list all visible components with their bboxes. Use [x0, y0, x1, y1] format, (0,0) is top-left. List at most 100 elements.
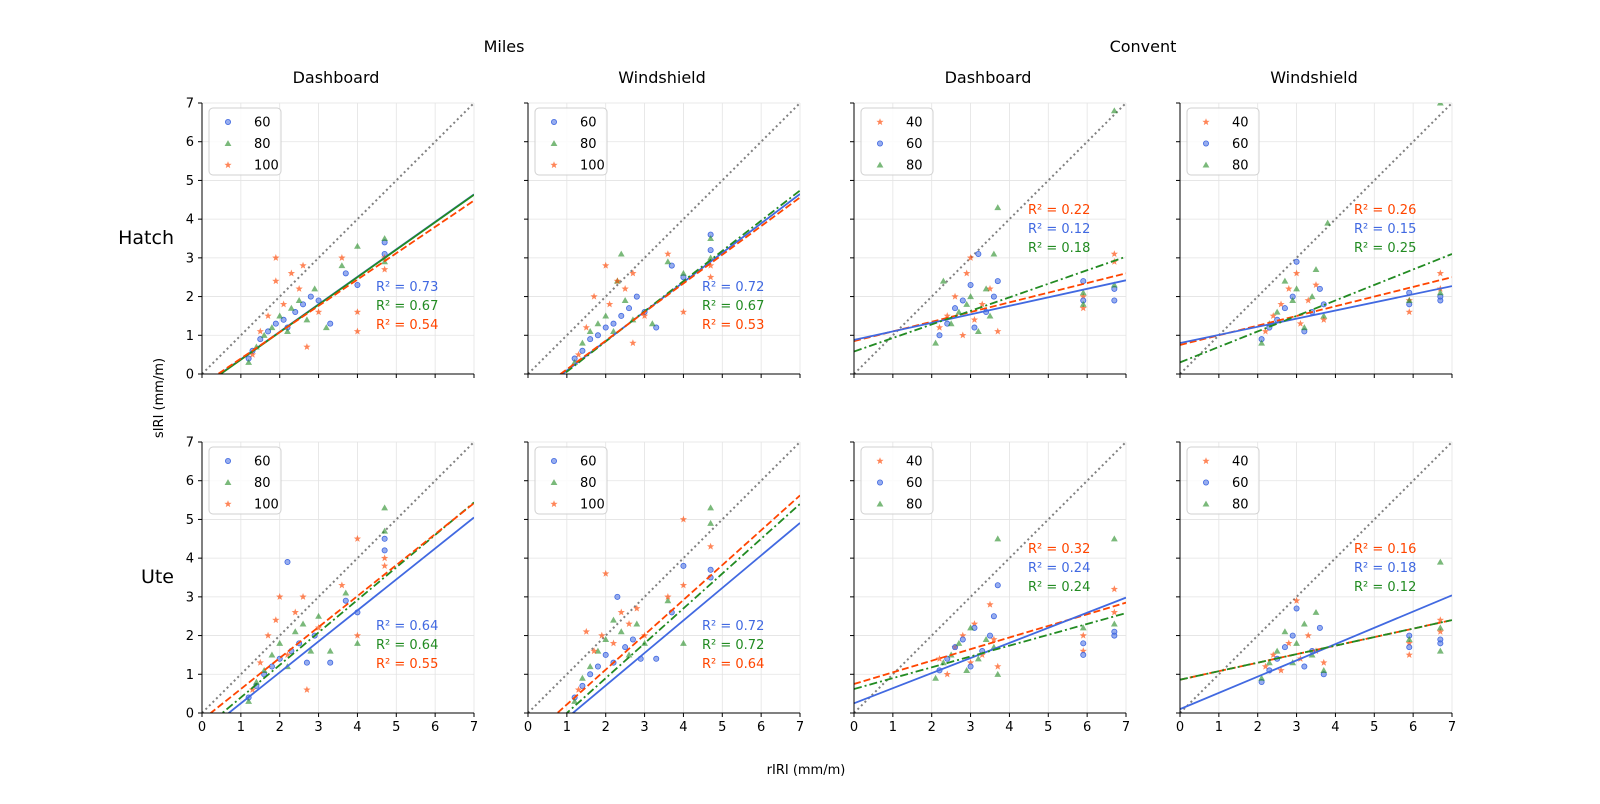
identity-line: [1180, 103, 1452, 374]
data-point-40: [966, 658, 975, 666]
data-point-80: [617, 250, 625, 257]
r2-label-100: R² = 0.53: [702, 318, 764, 333]
legend-label-80: 80: [1232, 498, 1249, 513]
x-tick-label: 4: [353, 720, 361, 735]
data-point-80: [974, 328, 982, 334]
x-tick-label: 3: [640, 720, 648, 735]
data-point-80: [955, 308, 963, 315]
data-point-80: [1110, 107, 1118, 114]
data-point-40: [1110, 585, 1118, 593]
data-point-80: [586, 328, 594, 334]
data-point-100: [299, 261, 307, 269]
data-point-40: [1110, 250, 1118, 258]
data-point-80: [1308, 293, 1316, 300]
r2-label-40: R² = 0.26: [1354, 203, 1416, 218]
data-point-60: [1281, 644, 1288, 651]
plot-area: [528, 103, 800, 374]
identity-line: [202, 103, 474, 374]
data-point-60: [959, 297, 966, 304]
data-point-80: [707, 254, 715, 261]
data-point-60: [272, 320, 279, 327]
data-point-100: [679, 515, 688, 523]
legend-label-80: 80: [254, 137, 271, 152]
data-point-60: [622, 644, 629, 651]
data-point-60: [952, 644, 959, 651]
legend-marker-40: [1202, 457, 1210, 465]
data-point-80: [617, 628, 625, 635]
data-point-80: [707, 235, 715, 242]
fit-line-80: [854, 255, 1126, 353]
data-point-60: [987, 632, 994, 639]
data-point-100: [287, 269, 295, 277]
legend-marker-60: [551, 457, 558, 464]
data-point-60: [315, 297, 322, 304]
data-point-80: [287, 304, 295, 311]
data-point-100: [609, 639, 618, 647]
panel-hatch-convent-dashboard: 40 60 80 R² = 0.22 R² = 0.12 R² = 0.18: [850, 102, 1127, 378]
r2-label-60: R² = 0.73: [376, 280, 438, 295]
data-point-60: [680, 562, 687, 569]
data-point-80: [1300, 620, 1308, 627]
data-point-80: [1312, 608, 1320, 615]
data-point-60: [975, 250, 982, 257]
data-point-80: [1281, 277, 1289, 284]
legend-marker-80: [1202, 161, 1210, 168]
data-point-40: [986, 600, 994, 608]
fit-line-60: [1180, 594, 1452, 710]
data-point-80: [354, 639, 361, 646]
data-point-40: [1436, 616, 1444, 624]
data-point-40: [1405, 651, 1413, 658]
data-point-100: [272, 616, 280, 624]
r2-label-80: R² = 0.18: [1028, 241, 1090, 256]
data-point-60: [952, 305, 959, 312]
r2-label-80: R² = 0.67: [376, 299, 438, 314]
data-point-60: [967, 663, 974, 670]
data-point-100: [664, 593, 672, 600]
data-point-40: [959, 631, 967, 639]
data-point-60: [707, 566, 714, 573]
r2-label-80: R² = 0.72: [702, 638, 764, 653]
data-point-100: [625, 620, 633, 628]
data-point-80: [579, 339, 586, 346]
panel-hatch-miles-windshield: 60 80 100 R² = 0.72 R² = 0.67 R² = 0.53: [524, 102, 801, 378]
data-point-40: [1436, 627, 1444, 635]
data-point-80: [299, 620, 307, 627]
data-point-60: [307, 293, 314, 300]
data-point-80: [707, 519, 715, 526]
panel-ute-convent-windshield: 0 1 2 3 4 5 6 7 40 60 80 R² = 0.16 R² = 0.18 R² = 0.1…: [1176, 441, 1456, 735]
fit-line-40: [1180, 619, 1452, 681]
r2-label-60: R² = 0.64: [376, 619, 438, 634]
data-point-80: [276, 312, 284, 319]
x-tick-label: 1: [1215, 720, 1223, 735]
data-point-100: [264, 631, 272, 639]
data-point-80: [307, 647, 315, 654]
data-point-100: [314, 624, 323, 631]
data-point-80: [381, 235, 389, 242]
data-point-60: [1080, 651, 1087, 658]
data-point-40: [1320, 316, 1328, 323]
data-point-80: [268, 324, 276, 331]
data-point-60: [1301, 663, 1308, 670]
x-tick-label: 0: [1176, 720, 1184, 735]
data-point-40: [1079, 647, 1087, 655]
r2-label-60: R² = 0.72: [702, 280, 764, 295]
panel-hatch-miles-dashboard: 0 1 2 3 4 5 6 7 60 80 100 R² = 0.73 R² = 0.67 R² = 0.…: [186, 97, 475, 383]
data-point-80: [342, 589, 350, 596]
data-point-40: [1292, 596, 1301, 604]
data-point-100: [248, 685, 257, 693]
data-point-80: [1079, 289, 1087, 296]
data-point-80: [602, 312, 610, 319]
data-point-80: [381, 504, 389, 511]
data-point-80: [1405, 636, 1413, 642]
data-point-60: [284, 559, 291, 566]
y-tick-label: 1: [186, 329, 194, 344]
data-point-60: [280, 316, 287, 323]
fit-line-80: [565, 503, 800, 713]
data-point-80: [625, 651, 633, 658]
data-point-60: [1437, 297, 1444, 304]
data-point-60: [1293, 258, 1300, 265]
data-point-80: [303, 316, 311, 323]
data-point-100: [381, 265, 389, 273]
data-point-80: [610, 616, 617, 623]
r2-label-80: R² = 0.67: [702, 299, 764, 314]
